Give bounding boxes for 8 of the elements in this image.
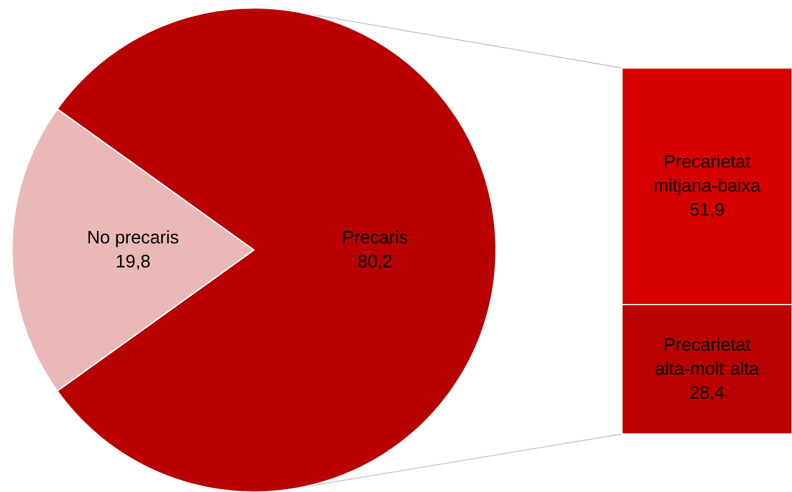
data-label: 80,2: [358, 254, 392, 270]
data-label: 51,9: [690, 203, 724, 218]
data-label: 28,4: [690, 386, 724, 401]
series-label: Precarietat mitjana-baixa: [654, 154, 761, 196]
slice-label: Precaris: [343, 230, 408, 244]
slice-label: No precaris: [88, 230, 178, 248]
data-label: 19,8: [116, 254, 150, 270]
series-label: Precarietat alta-molt alta: [656, 338, 760, 375]
